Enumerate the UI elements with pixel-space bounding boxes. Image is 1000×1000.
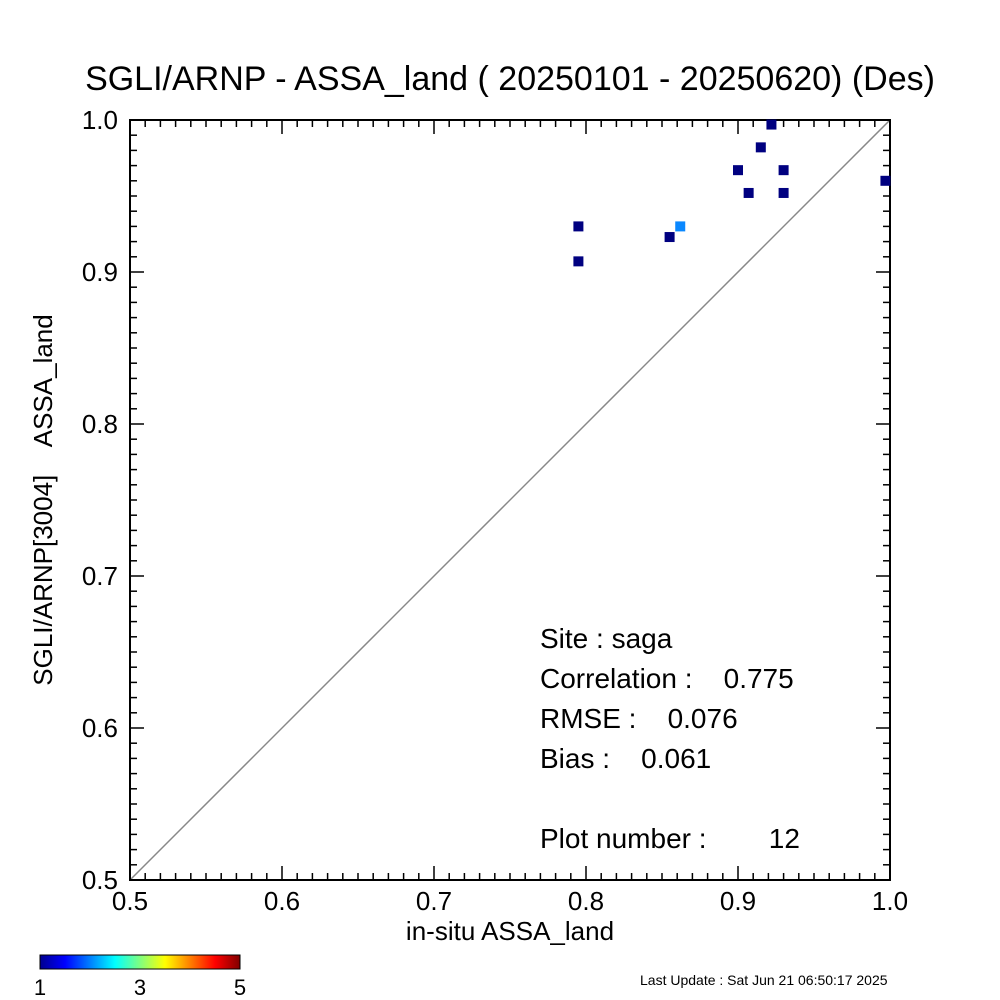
data-point: [778, 187, 789, 198]
colorbar-tick-max: 5: [234, 975, 246, 1000]
x-tick-label: 0.8: [568, 886, 604, 916]
data-point: [755, 142, 766, 153]
y-tick-label: 1.0: [82, 105, 118, 135]
stat-correlation: Correlation : 0.775: [540, 663, 794, 694]
one-to-one-line: [129, 119, 891, 881]
data-point: [664, 232, 675, 243]
y-tick-label: 0.8: [82, 409, 118, 439]
colorbar-tick-mid: 3: [134, 975, 146, 1000]
x-tick-label: 1.0: [872, 886, 908, 916]
data-point: [573, 221, 584, 232]
y-tick-label: 0.5: [82, 865, 118, 895]
stat-site: Site : saga: [540, 623, 673, 654]
last-update: Last Update : Sat Jun 21 06:50:17 2025: [640, 972, 888, 988]
data-point: [766, 119, 777, 130]
data-point: [743, 187, 754, 198]
y-tick-label: 0.9: [82, 257, 118, 287]
data-point: [778, 165, 789, 176]
colorbar: [39, 954, 241, 970]
chart-title: SGLI/ARNP - ASSA_land ( 20250101 - 20250…: [85, 60, 935, 98]
stat-plot-number: Plot number : 12: [540, 823, 800, 854]
x-tick-label: 0.9: [720, 886, 756, 916]
y-tick-label: 0.6: [82, 713, 118, 743]
plot-area: 0.5 0.6 0.7 0.8 0.9 1.0 0.5 0.6 0.7 0.8 0.9 1.0: [82, 105, 908, 916]
stat-rmse: RMSE : 0.076: [540, 703, 738, 734]
data-point: [733, 165, 743, 176]
stat-bias: Bias : 0.061: [540, 743, 711, 774]
x-tick-label: 0.5: [112, 886, 148, 916]
data-point: [573, 256, 584, 267]
x-tick-label: 0.7: [416, 886, 452, 916]
data-point: [880, 175, 891, 186]
colorbar-tick-min: 1: [34, 975, 46, 1000]
x-axis-label: in-situ ASSA_land: [406, 916, 614, 946]
y-axis-label: SGLI/ARNP[3004] ASSA_land: [28, 314, 58, 685]
data-point: [675, 221, 686, 232]
y-tick-label: 0.7: [82, 561, 118, 591]
x-tick-label: 0.6: [264, 886, 300, 916]
